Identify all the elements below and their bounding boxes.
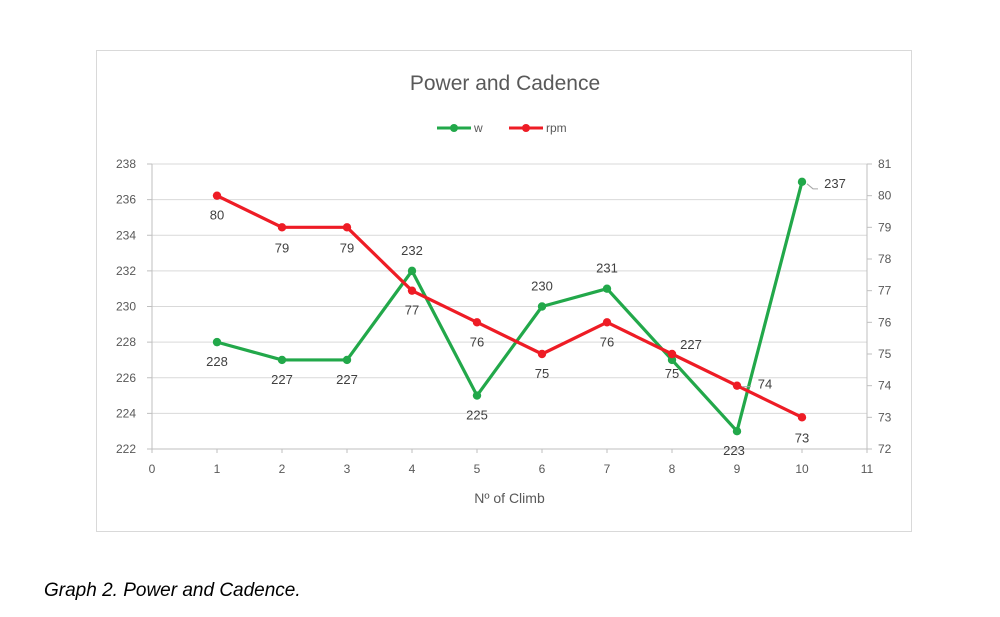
y-tick-label: 224 bbox=[116, 406, 136, 420]
legend-swatch-marker bbox=[522, 124, 530, 132]
x-tick-label: 5 bbox=[474, 462, 481, 476]
chart-title: Power and Cadence bbox=[410, 72, 600, 95]
data-label-rpm: 80 bbox=[210, 208, 224, 223]
y2-tick-label: 78 bbox=[878, 252, 892, 266]
data-label-w: 231 bbox=[596, 261, 618, 276]
data-label-rpm: 77 bbox=[405, 303, 419, 318]
data-label-rpm: 75 bbox=[665, 366, 679, 381]
y-tick-label: 232 bbox=[116, 264, 136, 278]
data-point-w bbox=[797, 177, 807, 187]
data-point-rpm bbox=[732, 381, 742, 390]
data-point-rpm bbox=[602, 318, 612, 327]
data-label-w: 225 bbox=[466, 408, 488, 423]
y2-tick-label: 73 bbox=[878, 410, 892, 424]
data-point-rpm bbox=[277, 223, 287, 232]
data-point-w bbox=[407, 266, 417, 276]
data-point-w bbox=[277, 355, 287, 365]
data-label-w: 232 bbox=[401, 243, 423, 258]
data-label-rpm: 76 bbox=[470, 334, 484, 349]
data-label-rpm: 75 bbox=[535, 366, 549, 381]
data-label-w: 230 bbox=[531, 279, 553, 294]
power-cadence-chart: 2222242262282302322342362387273747576777… bbox=[116, 72, 892, 506]
y2-tick-label: 75 bbox=[878, 347, 892, 361]
x-tick-label: 8 bbox=[669, 462, 676, 476]
x-tick-label: 9 bbox=[734, 462, 741, 476]
data-label-w: 227 bbox=[336, 372, 358, 387]
y2-tick-label: 77 bbox=[878, 284, 892, 298]
data-label-rpm: 79 bbox=[340, 240, 354, 255]
series-line-rpm bbox=[215, 194, 804, 419]
x-tick-label: 6 bbox=[539, 462, 546, 476]
data-point-rpm bbox=[407, 286, 417, 295]
legend-label: rpm bbox=[546, 121, 567, 135]
data-point-rpm bbox=[212, 191, 222, 200]
series-line-w bbox=[215, 180, 804, 433]
data-point-w bbox=[602, 284, 612, 293]
data-label-w: 228 bbox=[206, 354, 228, 369]
legend-swatch-marker bbox=[450, 124, 458, 132]
x-tick-label: 11 bbox=[861, 462, 874, 476]
x-tick-label: 4 bbox=[409, 462, 416, 476]
data-label-w: 223 bbox=[723, 443, 745, 458]
data-point-w bbox=[732, 426, 742, 436]
y-tick-label: 236 bbox=[116, 193, 136, 207]
data-label-rpm: 76 bbox=[600, 334, 614, 349]
y2-tick-label: 80 bbox=[878, 189, 892, 203]
data-point-rpm bbox=[472, 318, 482, 327]
y2-tick-label: 74 bbox=[878, 379, 892, 393]
y2-tick-label: 76 bbox=[878, 315, 892, 329]
data-point-w bbox=[472, 391, 482, 400]
y-tick-label: 234 bbox=[116, 228, 136, 242]
y2-tick-label: 81 bbox=[878, 157, 892, 171]
data-label-rpm: 74 bbox=[758, 377, 772, 392]
x-tick-label: 3 bbox=[344, 462, 351, 476]
data-point-rpm bbox=[342, 223, 352, 232]
chart-area: 222 224 226 228 230 232 234 236 238 72 73 74 75 76 77 7… bbox=[96, 50, 912, 532]
x-axis-label: Nº of Climb bbox=[474, 490, 545, 506]
y2-tick-label: 72 bbox=[878, 442, 892, 456]
data-point-w bbox=[537, 302, 547, 311]
x-tick-label: 2 bbox=[279, 462, 286, 476]
data-label-rpm: 79 bbox=[275, 240, 289, 255]
data-point-rpm bbox=[797, 413, 807, 422]
data-point-w bbox=[342, 355, 352, 365]
data-label-w: 237 bbox=[824, 176, 846, 191]
x-tick-label: 7 bbox=[604, 462, 611, 476]
y-tick-label: 228 bbox=[116, 335, 136, 349]
x-tick-label: 10 bbox=[795, 462, 809, 476]
x-tick-label: 1 bbox=[214, 462, 221, 476]
y-tick-label: 222 bbox=[116, 442, 136, 456]
data-point-rpm bbox=[537, 349, 547, 359]
data-point-w bbox=[212, 337, 222, 347]
x-tick-label: 0 bbox=[149, 462, 156, 476]
y-tick-label: 230 bbox=[116, 300, 136, 314]
data-label-rpm: 73 bbox=[795, 430, 809, 445]
data-point-w bbox=[667, 355, 677, 365]
data-point-rpm bbox=[667, 349, 677, 359]
y-tick-label: 238 bbox=[116, 157, 136, 171]
data-label-w: 227 bbox=[271, 372, 293, 387]
y2-tick-label: 79 bbox=[878, 220, 892, 234]
y-tick-label: 226 bbox=[116, 371, 136, 385]
label-leader-line bbox=[806, 183, 818, 190]
legend-label: w bbox=[473, 121, 483, 135]
figure-caption: Graph 2. Power and Cadence. bbox=[44, 580, 301, 601]
data-label-w: 227 bbox=[680, 337, 702, 352]
